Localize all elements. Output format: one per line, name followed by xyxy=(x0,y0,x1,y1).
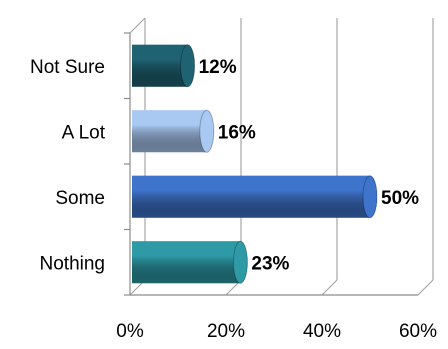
data-label: 12% xyxy=(199,57,237,78)
category-label: Some xyxy=(55,188,105,209)
category-labels: Nothing Some A Lot Not Sure xyxy=(30,57,106,275)
bar-shading xyxy=(132,241,248,284)
bar-shading xyxy=(132,44,195,87)
y-axis-top xyxy=(129,17,146,34)
x-tick-label: 60% xyxy=(399,321,437,342)
x-tick-labels: 0% 20% 40% 60% xyxy=(116,321,437,342)
category-label: Nothing xyxy=(40,253,106,274)
bar-nothing xyxy=(132,240,248,284)
bar-end-cap xyxy=(232,240,248,284)
bar-a-lot xyxy=(132,109,215,153)
bar-shading xyxy=(132,175,377,218)
x-tick-label: 0% xyxy=(116,321,144,342)
data-label: 16% xyxy=(218,122,256,143)
chart-axes xyxy=(124,17,418,296)
floor-gridline xyxy=(417,279,434,296)
bar-some xyxy=(132,175,378,219)
bar-end-cap xyxy=(180,44,196,88)
category-label: Not Sure xyxy=(30,57,105,78)
floor-gridline xyxy=(321,279,338,296)
category-label: A Lot xyxy=(62,122,106,143)
bar-end-cap xyxy=(199,109,215,153)
chart-gridlines xyxy=(129,18,434,296)
bar-shading xyxy=(132,110,214,153)
bar-end-cap xyxy=(362,175,378,219)
x-tick-label: 20% xyxy=(207,321,245,342)
data-label: 23% xyxy=(251,253,289,274)
x-tick-label: 40% xyxy=(303,321,341,342)
data-label: 50% xyxy=(381,188,419,209)
chart-bars xyxy=(132,44,378,284)
bar-not-sure xyxy=(132,44,196,88)
data-labels: 23% 50% 16% 12% xyxy=(199,57,420,275)
